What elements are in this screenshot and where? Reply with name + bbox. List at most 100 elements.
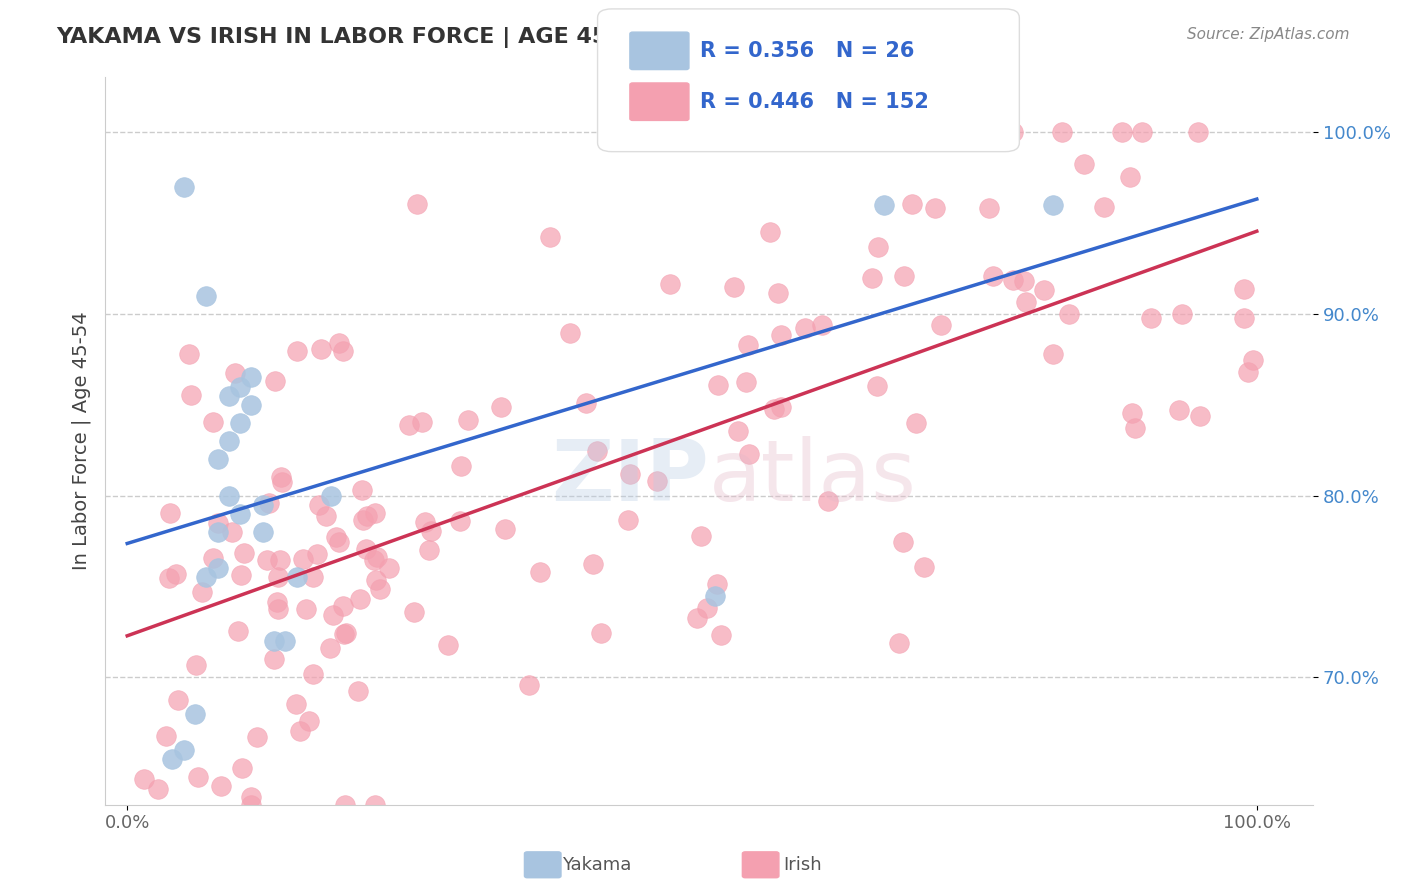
Point [1233,282,1256,296]
Point [257,496,280,510]
Point [155,729,177,743]
Point [290,723,312,738]
Point [405,197,427,211]
Point [366,549,388,564]
Point [328,336,350,351]
Point [1002,273,1025,287]
Point [619,467,641,482]
Point [1171,307,1194,321]
Text: Source: ZipAtlas.com: Source: ZipAtlas.com [1187,27,1350,42]
Point [689,529,711,543]
Point [737,337,759,351]
Point [529,566,551,580]
Point [162,752,184,766]
Point [229,507,252,521]
Point [686,611,709,625]
Point [450,458,472,473]
Point [207,524,229,539]
Point [1057,306,1080,320]
Point [224,366,246,380]
Point [177,346,200,360]
Point [1073,157,1095,171]
Point [404,606,426,620]
Text: Yakama: Yakama [562,856,631,874]
Point [868,240,890,254]
Point [167,693,190,707]
Point [239,797,262,812]
Point [233,546,256,560]
Text: atlas: atlas [709,436,917,519]
Point [1111,125,1133,139]
Point [891,535,914,549]
Point [1033,283,1056,297]
Point [418,542,440,557]
Point [889,636,911,650]
Point [180,387,202,401]
Point [1125,421,1147,435]
Point [737,447,759,461]
Point [873,197,896,211]
Point [1139,310,1161,325]
Point [893,268,915,283]
Point [187,771,209,785]
Point [173,179,195,194]
Point [793,320,815,334]
Point [1015,295,1038,310]
Point [413,515,436,529]
Point [201,415,224,429]
Point [1042,197,1064,211]
Point [229,567,252,582]
Point [710,628,733,642]
Point [335,797,357,812]
Point [256,553,278,567]
Point [226,624,249,639]
Point [184,706,207,721]
Point [301,570,323,584]
Point [322,608,344,623]
Point [309,342,332,356]
Point [252,498,274,512]
Point [308,498,330,512]
Point [645,474,668,488]
Point [285,697,308,711]
Point [218,489,240,503]
Point [377,560,399,574]
Point [271,475,294,489]
Point [817,494,839,508]
Point [285,344,308,359]
Point [349,592,371,607]
Point [328,535,350,549]
Point [1233,310,1256,325]
Point [231,761,253,775]
Point [207,452,229,467]
Point [901,196,924,211]
Point [207,516,229,531]
Point [240,370,263,384]
Point [332,599,354,614]
Point [319,641,342,656]
Point [333,626,356,640]
Point [703,589,725,603]
Point [267,601,290,615]
Point [866,378,889,392]
Point [301,667,323,681]
Point [1002,125,1025,139]
Point [449,514,471,528]
Point [1168,402,1191,417]
Point [759,225,782,239]
Point [735,375,758,389]
Point [352,513,374,527]
Point [291,551,314,566]
Point [770,328,793,343]
Point [319,489,342,503]
Point [325,530,347,544]
Point [811,318,834,332]
Point [165,567,187,582]
Point [335,625,357,640]
Point [981,268,1004,283]
Point [157,571,180,585]
Point [924,201,946,215]
Text: ZIP: ZIP [551,436,709,519]
Point [1118,169,1140,184]
Point [457,412,479,426]
